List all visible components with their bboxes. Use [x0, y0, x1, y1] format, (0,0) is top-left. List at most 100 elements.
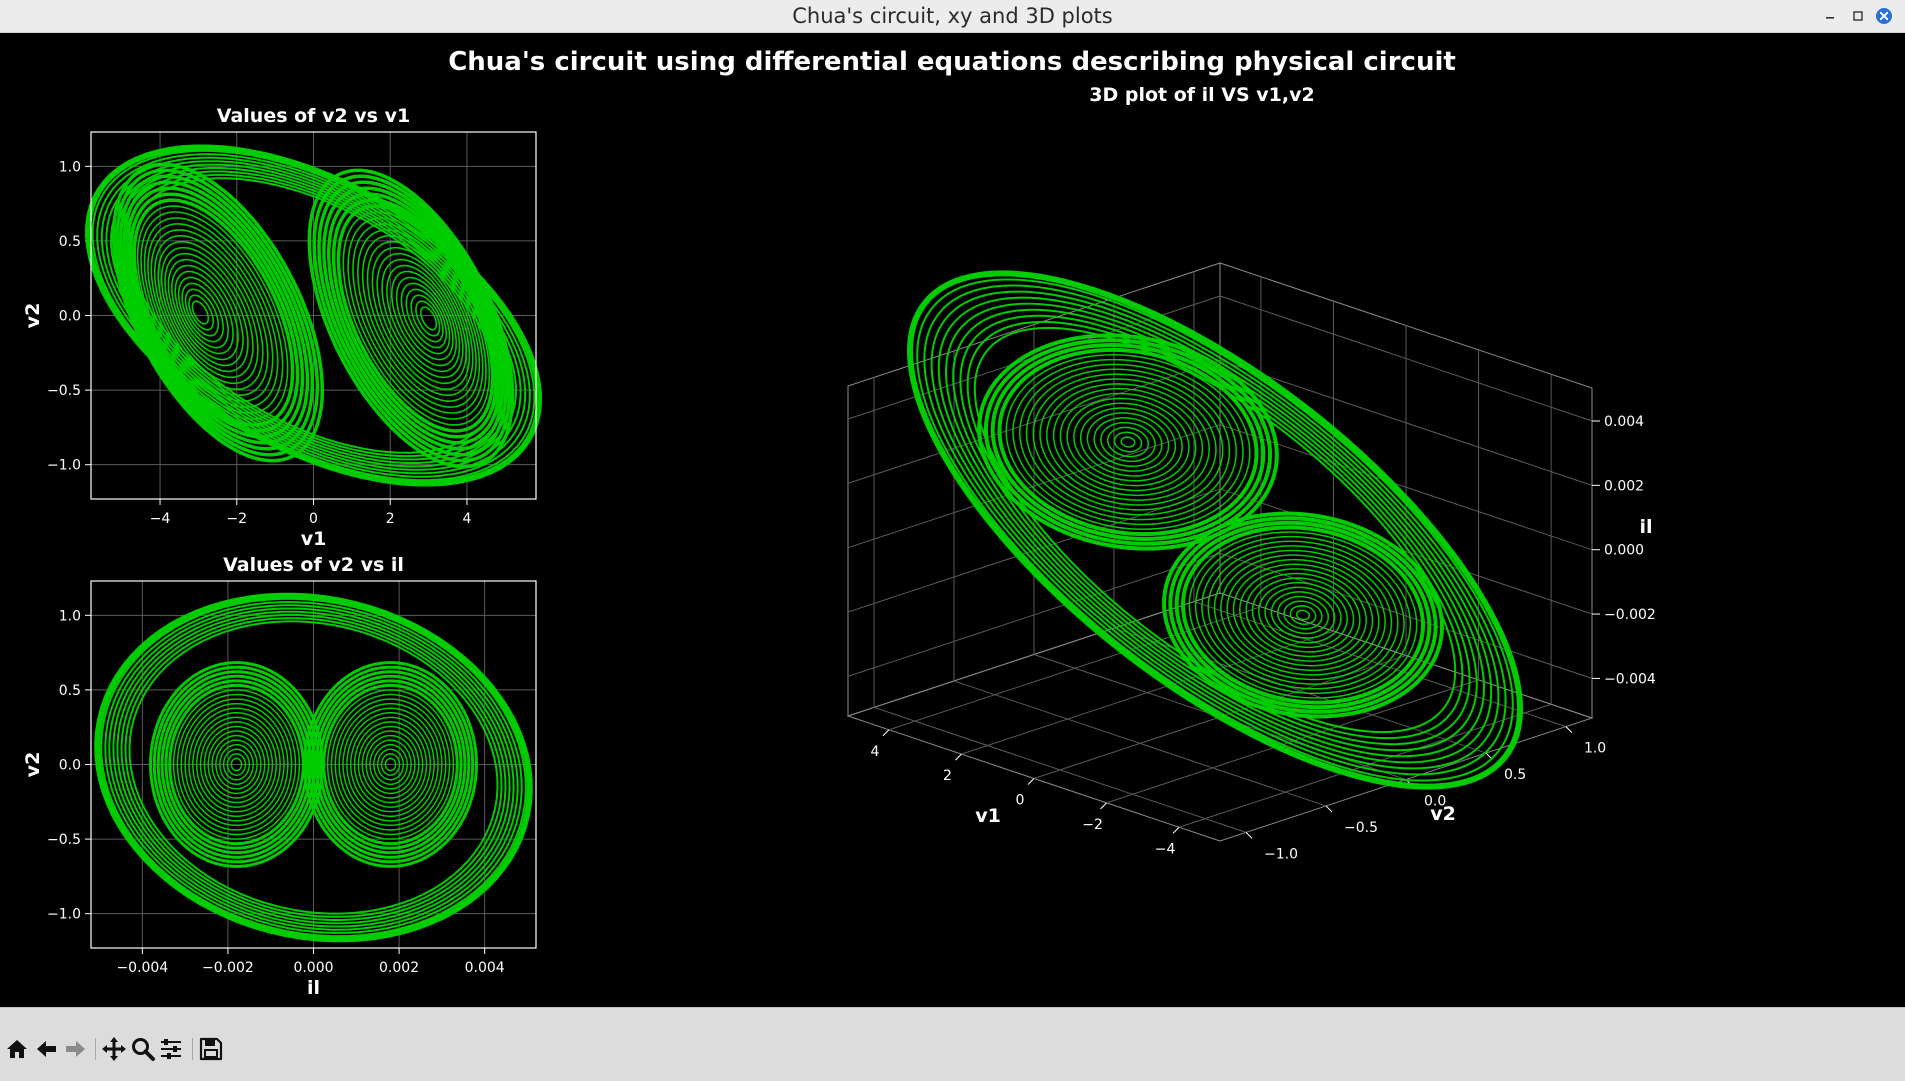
- x-tick-label: −2: [226, 511, 247, 527]
- minimize-icon[interactable]: [1820, 6, 1840, 26]
- trajectory-path: [211, 734, 262, 795]
- trajectory-path: [1232, 563, 1374, 667]
- trajectory-path: [84, 144, 543, 487]
- trajectory-path: [105, 160, 522, 471]
- trajectory-path: [1113, 431, 1143, 453]
- trajectory-path: [400, 282, 451, 355]
- gridline-3d: [847, 552, 1221, 677]
- trajectory-path: [373, 743, 408, 786]
- y-tick-label: 0.0: [59, 309, 81, 325]
- trajectory-path: [353, 721, 428, 808]
- trajectory-path: [152, 665, 321, 864]
- trajectory-path: [1086, 412, 1170, 472]
- trajectory-path: [384, 757, 397, 772]
- trajectory-path: [1239, 568, 1367, 662]
- trajectory-path: [395, 276, 454, 361]
- trajectory-path: [226, 753, 247, 776]
- trajectory-path: [181, 282, 224, 343]
- trajectory-path: [349, 716, 432, 813]
- trajectory-path: [104, 601, 523, 934]
- trajectory-path: [164, 679, 309, 850]
- chart-title: Values of v2 vs il: [223, 554, 404, 576]
- x-axis-label: v1: [301, 528, 327, 550]
- x-tick: [1172, 826, 1180, 834]
- trajectory-path: [128, 177, 499, 454]
- toolbar-separator: [192, 1038, 193, 1060]
- home-icon[interactable]: [4, 1036, 30, 1062]
- trajectory-path: [307, 168, 515, 469]
- trajectory-path: [188, 294, 214, 331]
- trajectory-path: [157, 241, 259, 385]
- zoom-icon[interactable]: [130, 1036, 156, 1062]
- trajectory-path: [945, 302, 1485, 758]
- figure-canvas[interactable]: Chua's circuit using differential equati…: [0, 33, 1905, 1007]
- trajectory-path: [342, 707, 439, 822]
- trajectory-path: [391, 270, 458, 367]
- trajectory-path: [128, 620, 499, 915]
- chart-v2-vs-il[interactable]: −0.004 −0.002 0.000 0.002 0.004 −1.0 −0.5 0.0 0.…: [22, 554, 537, 999]
- trajectory-path: [188, 707, 285, 822]
- trajectory-path: [119, 170, 508, 461]
- matplotlib-toolbar: [0, 1007, 1905, 1081]
- trajectory-path: [219, 743, 254, 786]
- trajectory-path: [1168, 516, 1438, 714]
- forward-arrow-icon[interactable]: [62, 1036, 88, 1062]
- save-icon[interactable]: [198, 1036, 224, 1062]
- trajectory-path: [1005, 354, 1251, 530]
- y-tick-label: −0.5: [1344, 820, 1378, 836]
- trajectory-path: [1245, 572, 1361, 658]
- y-tick-label: −1.0: [1264, 846, 1298, 862]
- x-tick-label: 4: [870, 744, 879, 760]
- trajectory-path: [122, 180, 310, 445]
- trajectory-path: [1073, 402, 1183, 482]
- trajectory-path: [143, 217, 279, 408]
- trajectory-path: [112, 607, 515, 928]
- x-tick: [955, 753, 962, 761]
- trajectory-path: [952, 308, 1478, 752]
- trajectory-path: [1093, 417, 1163, 467]
- gridline-3d: [1219, 359, 1593, 486]
- trajectory-path: [147, 223, 274, 402]
- trajectory-path: [1079, 407, 1177, 477]
- y-tick-label: 1.0: [59, 159, 81, 175]
- trajectory-path: [124, 617, 503, 918]
- chart-3d-il-vs-v1-v2[interactable]: −4 −2 0 2 4 −1.0 −0.5 0.0 0.5 1.0 −0.004 −0.002 0.00…: [831, 84, 1656, 877]
- toolbar-separator: [95, 1038, 96, 1060]
- trajectory-path: [100, 597, 527, 938]
- close-icon[interactable]: [1874, 6, 1894, 26]
- trajectory-series: [94, 592, 533, 943]
- y-tick-label: 0.5: [59, 234, 81, 250]
- y-axis-label: v2: [22, 752, 44, 778]
- x-tick-label: −4: [1155, 841, 1176, 857]
- trajectory-path: [306, 665, 475, 864]
- trajectory-path: [203, 725, 270, 804]
- maximize-icon[interactable]: [1848, 6, 1868, 26]
- trajectory-path: [361, 235, 477, 402]
- y-tick-label: −0.5: [47, 832, 81, 848]
- x-tick-label: 2: [386, 511, 395, 527]
- x-tick-label: 4: [462, 511, 471, 527]
- chart-v2-vs-v1[interactable]: −4 −2 0 2 4 −1.0 −0.5 0.0 0.5 1.0 Values of v2 vs …: [22, 105, 543, 550]
- x-tick-label: 0: [309, 511, 318, 527]
- configure-subplots-icon[interactable]: [158, 1036, 184, 1062]
- trajectory-path: [347, 217, 487, 420]
- trajectory-path: [1100, 421, 1156, 463]
- trajectory-path: [1194, 535, 1412, 695]
- trajectory-path: [150, 229, 269, 396]
- y-tick: [1245, 832, 1253, 839]
- plot-frame: [90, 131, 537, 500]
- trajectory-path: [997, 347, 1259, 537]
- trajectory-path: [170, 264, 239, 361]
- x-tick: [1100, 802, 1107, 810]
- trajectory-path: [334, 698, 447, 831]
- y-axis-label: v2: [22, 303, 44, 329]
- trajectory-path: [380, 753, 401, 776]
- trajectory-path: [199, 721, 274, 808]
- trajectory-path: [312, 174, 511, 463]
- trajectory-path: [207, 730, 266, 799]
- pan-icon[interactable]: [101, 1036, 127, 1062]
- back-arrow-icon[interactable]: [34, 1036, 60, 1062]
- x-axis-label: il: [307, 977, 320, 999]
- gridline-3d: [873, 706, 1247, 833]
- gridline-3d: [847, 424, 1221, 549]
